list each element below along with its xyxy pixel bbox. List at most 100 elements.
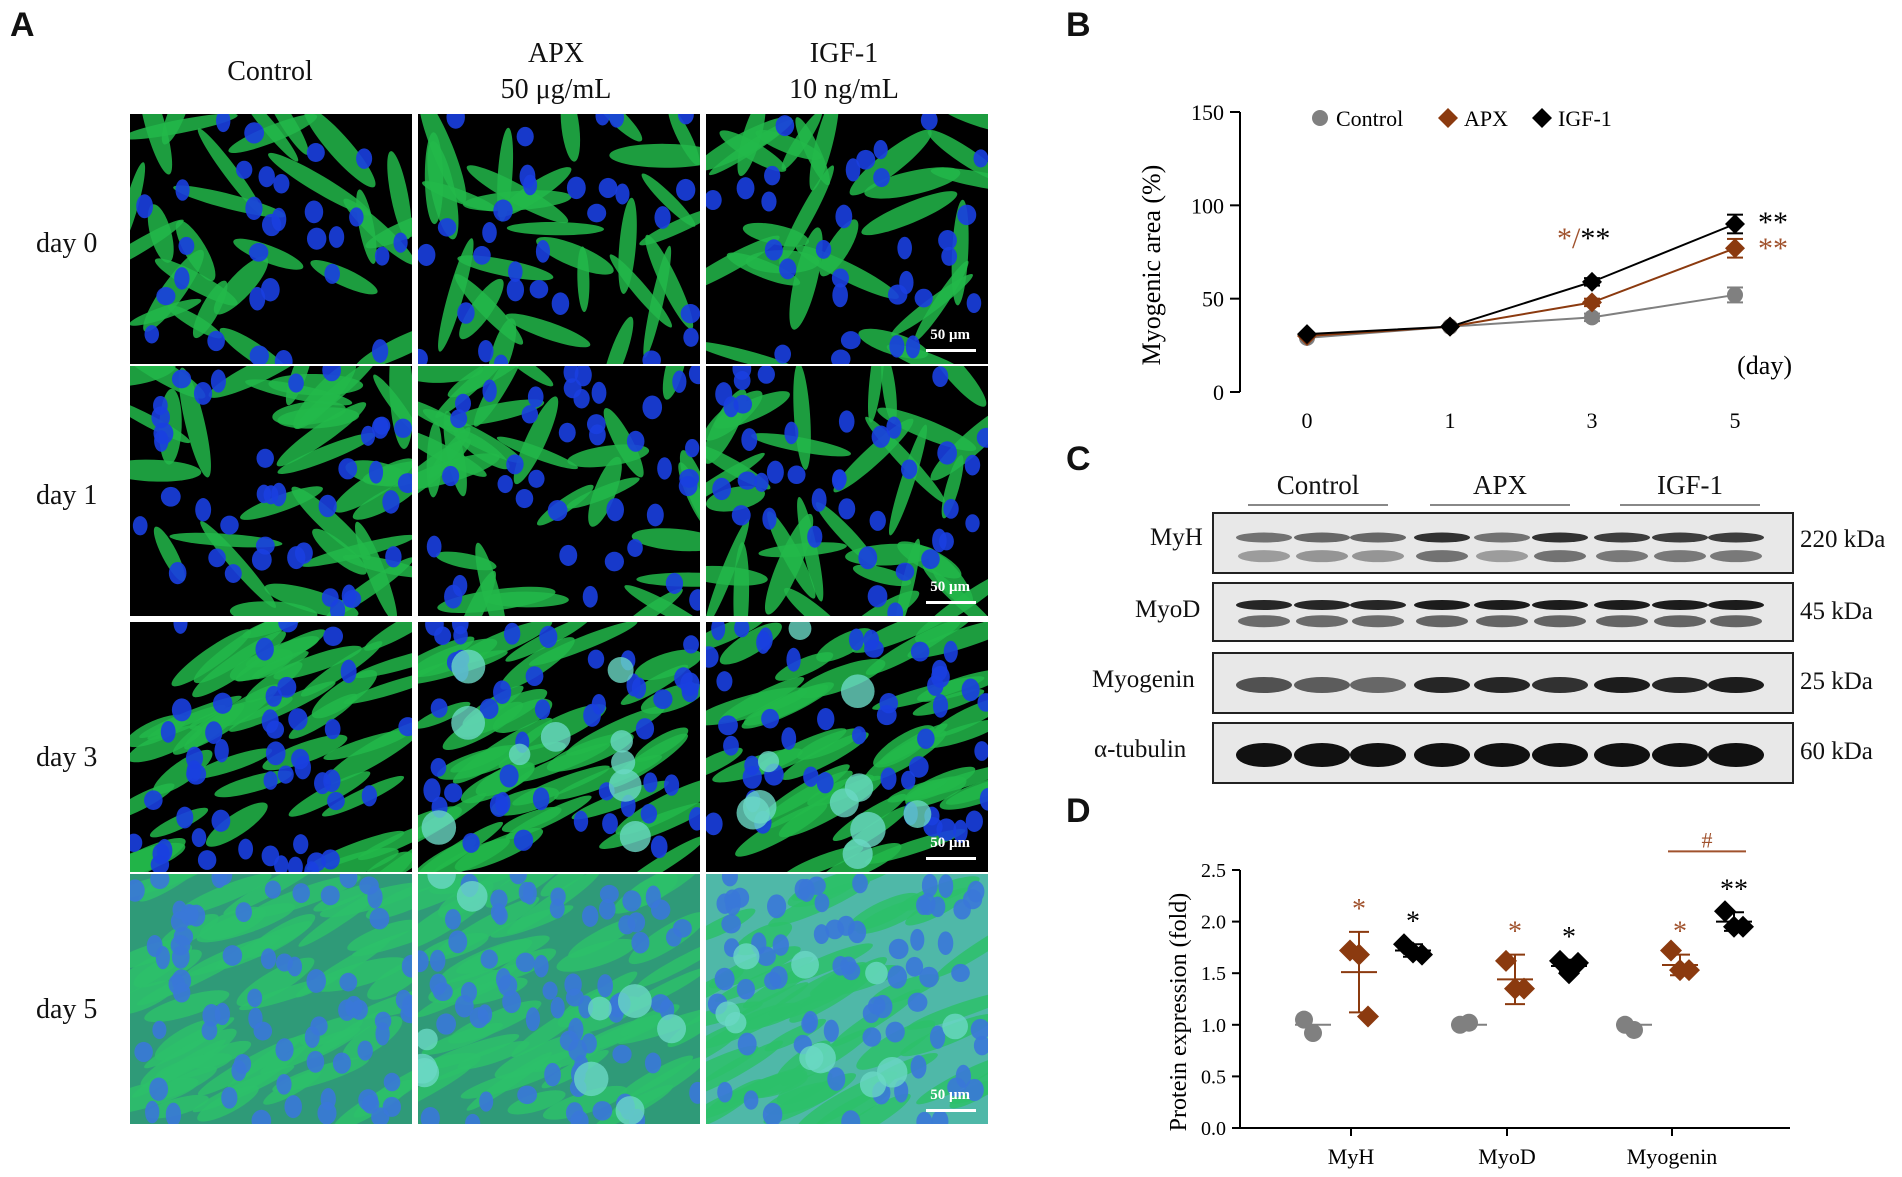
- nucleus: [951, 963, 970, 983]
- cell-body: [615, 777, 700, 835]
- nucleus: [144, 790, 163, 810]
- nucleus: [724, 889, 741, 909]
- cell-body: [291, 486, 371, 561]
- micrograph-igf1-day3: 50 μm: [706, 622, 988, 872]
- data-point: [1567, 951, 1589, 974]
- nucleus: [937, 931, 954, 956]
- significance-label: **: [1758, 232, 1788, 265]
- cell-body: [784, 587, 851, 616]
- cell-body: [418, 876, 479, 920]
- nucleus: [292, 883, 310, 903]
- data-point: [1660, 939, 1682, 962]
- nucleus: [165, 1102, 182, 1124]
- nucleus: [677, 114, 694, 125]
- blot-row-label-myod: MyoD: [1135, 596, 1201, 623]
- blot-band: [1594, 677, 1650, 693]
- nucleus: [654, 206, 671, 229]
- cluster-cell: [615, 1096, 645, 1124]
- cell-body: [602, 316, 634, 364]
- nucleus: [171, 369, 192, 389]
- nucleus: [260, 948, 277, 970]
- nucleus: [222, 945, 243, 966]
- cell-body: [130, 725, 203, 763]
- nucleus: [482, 379, 497, 403]
- nucleus: [171, 945, 190, 969]
- nucleus: [823, 1019, 839, 1042]
- blot-strip-myh: [1212, 512, 1794, 574]
- nucleus: [665, 572, 684, 594]
- nucleus: [685, 438, 700, 458]
- data-point: [1295, 1010, 1313, 1029]
- nucleus: [213, 874, 233, 886]
- nucleus: [683, 327, 699, 347]
- nucleus: [733, 394, 753, 414]
- nucleus: [615, 183, 630, 205]
- nucleus: [863, 629, 880, 651]
- nucleus: [263, 485, 279, 505]
- nucleus: [731, 505, 751, 526]
- blot-row-label-tubulin: α-tubulin: [1094, 736, 1187, 763]
- nucleus: [460, 981, 478, 1003]
- cluster-cell: [840, 674, 875, 709]
- blot-band: [1596, 615, 1648, 628]
- nucleus: [533, 954, 549, 978]
- blot-band: [1350, 600, 1406, 610]
- nucleus: [612, 1044, 632, 1064]
- cell-body: [795, 245, 899, 299]
- nucleus: [154, 430, 169, 452]
- blot-group-line-control: [1248, 504, 1388, 506]
- data-point: [1513, 977, 1535, 1000]
- nucleus: [513, 829, 534, 851]
- row-label-day3: day 3: [36, 742, 98, 773]
- nucleus: [642, 395, 663, 420]
- nucleus: [650, 835, 668, 859]
- nucleus: [582, 905, 599, 927]
- blot-band: [1474, 532, 1530, 543]
- nucleus: [852, 726, 867, 745]
- data-point: [1727, 286, 1743, 303]
- nucleus: [602, 813, 618, 835]
- data-point: [1357, 1005, 1379, 1028]
- cell-body: [706, 1040, 784, 1096]
- blot-group-line-igf1: [1620, 504, 1760, 506]
- blot-group-line-apx: [1430, 504, 1570, 506]
- nucleus: [382, 490, 400, 514]
- data-point: [1299, 329, 1315, 346]
- nucleus: [274, 349, 293, 364]
- cell-body: [706, 747, 743, 780]
- nucleus: [249, 286, 266, 311]
- micrograph-image: [418, 366, 700, 616]
- cell-body: [438, 238, 474, 352]
- blot-band: [1236, 677, 1292, 693]
- blot-band: [1294, 677, 1350, 693]
- cell-body: [191, 748, 273, 779]
- nucleus: [361, 1094, 380, 1114]
- blot-band: [1594, 532, 1650, 543]
- cluster-cell: [619, 821, 651, 853]
- nucleus: [173, 982, 191, 1003]
- significance-label: **: [1758, 206, 1788, 239]
- data-point: [1440, 316, 1460, 337]
- blot-image: [1236, 677, 1764, 693]
- nucleus: [965, 810, 983, 832]
- blot-band: [1596, 550, 1648, 563]
- nucleus: [678, 475, 698, 497]
- cell-body: [500, 637, 575, 690]
- cell-body: [639, 207, 700, 246]
- y-tick-label: 2.5: [1201, 860, 1226, 882]
- nucleus: [288, 708, 308, 731]
- y-tick-label: 2.0: [1201, 912, 1226, 934]
- nucleus: [437, 218, 457, 237]
- nucleus: [932, 694, 949, 718]
- micrograph-igf1-day5: 50 μm: [706, 874, 988, 1124]
- data-point: [1558, 962, 1580, 985]
- cluster-cell: [844, 773, 874, 802]
- nucleus: [931, 665, 950, 688]
- blot-band: [1708, 532, 1764, 543]
- cluster-cell: [508, 743, 531, 766]
- cell-body: [826, 1093, 911, 1124]
- blot-band: [1532, 677, 1588, 693]
- nucleus: [583, 703, 601, 727]
- cluster-cell: [942, 1013, 969, 1040]
- nucleus: [947, 1077, 967, 1098]
